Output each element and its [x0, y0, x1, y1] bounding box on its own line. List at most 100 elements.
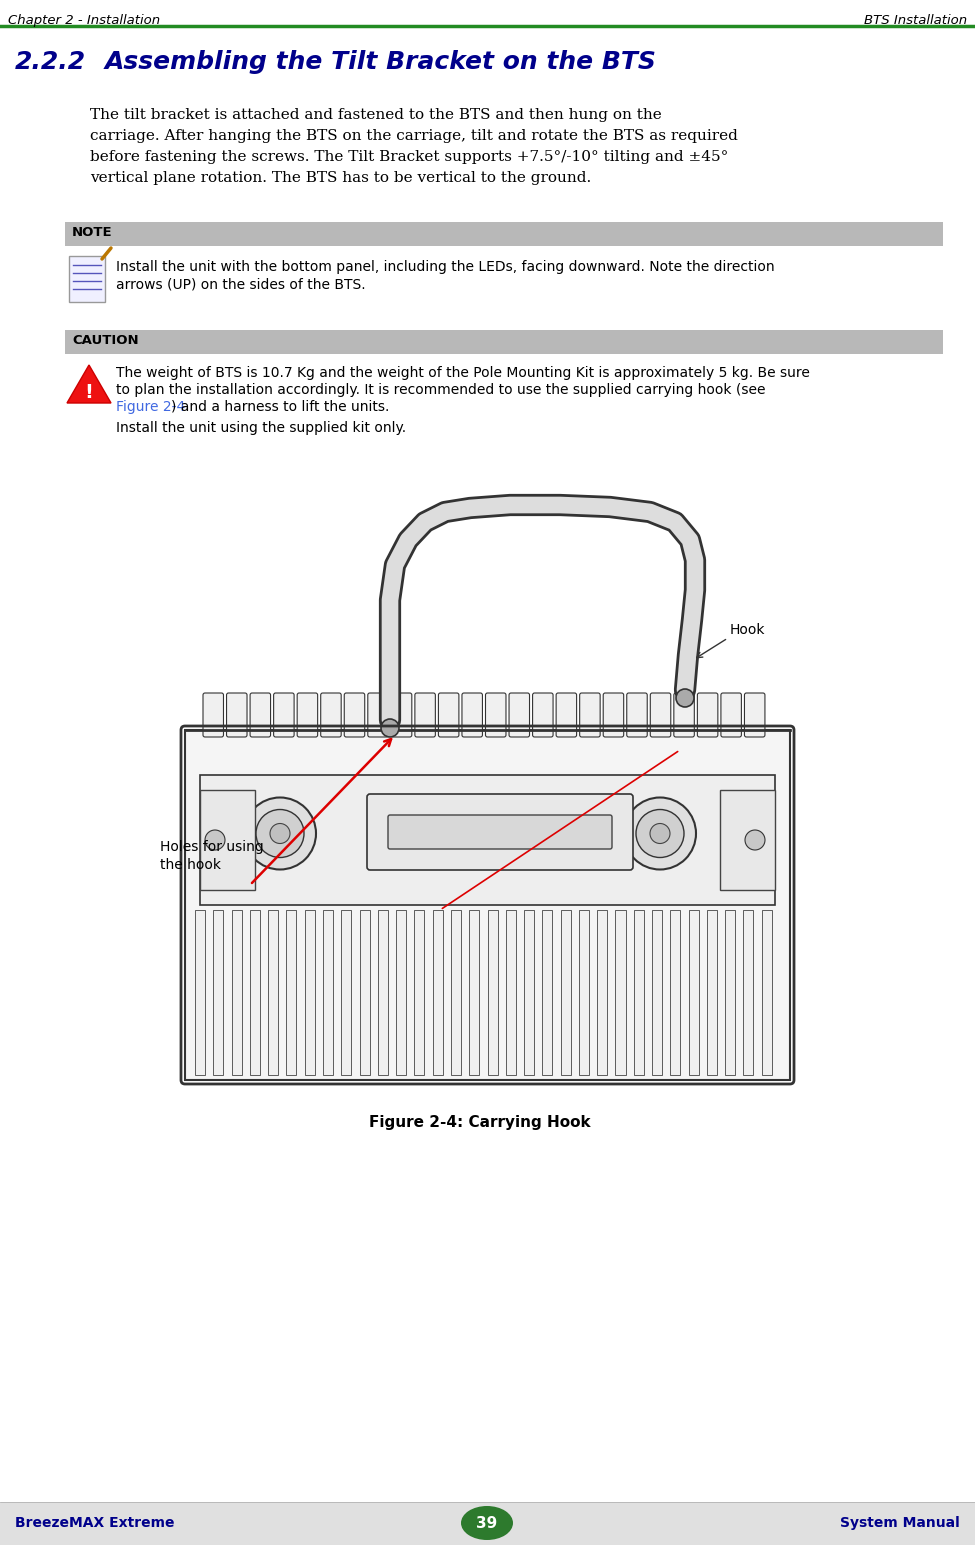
Text: arrows (UP) on the sides of the BTS.: arrows (UP) on the sides of the BTS. [116, 277, 366, 290]
FancyBboxPatch shape [707, 910, 717, 1075]
Text: System Manual: System Manual [840, 1516, 960, 1530]
FancyBboxPatch shape [250, 694, 271, 737]
Circle shape [745, 830, 765, 850]
Circle shape [636, 810, 684, 857]
FancyBboxPatch shape [433, 910, 443, 1075]
FancyBboxPatch shape [561, 910, 570, 1075]
Circle shape [381, 718, 399, 737]
FancyBboxPatch shape [674, 694, 694, 737]
Circle shape [650, 823, 670, 844]
Text: Chapter 2 - Installation: Chapter 2 - Installation [8, 14, 160, 26]
FancyBboxPatch shape [226, 694, 247, 737]
FancyBboxPatch shape [650, 694, 671, 737]
Ellipse shape [461, 1506, 513, 1540]
Text: to plan the installation accordingly. It is recommended to use the supplied carr: to plan the installation accordingly. It… [116, 383, 765, 397]
FancyBboxPatch shape [743, 910, 754, 1075]
Text: vertical plane rotation. The BTS has to be vertical to the ground.: vertical plane rotation. The BTS has to … [90, 171, 591, 185]
FancyBboxPatch shape [486, 694, 506, 737]
Circle shape [244, 797, 316, 870]
FancyBboxPatch shape [65, 331, 943, 354]
Text: carriage. After hanging the BTS on the carriage, tilt and rotate the BTS as requ: carriage. After hanging the BTS on the c… [90, 128, 738, 144]
FancyBboxPatch shape [391, 694, 411, 737]
Text: Assembling the Tilt Bracket on the BTS: Assembling the Tilt Bracket on the BTS [105, 49, 657, 74]
FancyBboxPatch shape [396, 910, 407, 1075]
Text: Holes for using: Holes for using [160, 840, 264, 854]
FancyBboxPatch shape [360, 910, 370, 1075]
FancyBboxPatch shape [450, 910, 461, 1075]
Text: The tilt bracket is attached and fastened to the BTS and then hung on the: The tilt bracket is attached and fastene… [90, 108, 662, 122]
Text: Install the unit using the supplied kit only.: Install the unit using the supplied kit … [116, 420, 407, 436]
FancyBboxPatch shape [469, 910, 480, 1075]
FancyBboxPatch shape [378, 910, 388, 1075]
FancyBboxPatch shape [344, 694, 365, 737]
FancyBboxPatch shape [268, 910, 278, 1075]
FancyBboxPatch shape [488, 910, 497, 1075]
Circle shape [624, 797, 696, 870]
Text: Figure 2-4: Carrying Hook: Figure 2-4: Carrying Hook [370, 1115, 591, 1129]
FancyBboxPatch shape [720, 789, 775, 890]
FancyBboxPatch shape [604, 694, 624, 737]
Text: BreezeMAX Extreme: BreezeMAX Extreme [15, 1516, 175, 1530]
FancyBboxPatch shape [287, 910, 296, 1075]
Text: the hook: the hook [160, 857, 221, 871]
FancyBboxPatch shape [195, 910, 205, 1075]
Circle shape [256, 810, 304, 857]
FancyBboxPatch shape [671, 910, 681, 1075]
FancyBboxPatch shape [203, 694, 223, 737]
FancyBboxPatch shape [274, 694, 294, 737]
FancyBboxPatch shape [627, 694, 647, 737]
FancyBboxPatch shape [525, 910, 534, 1075]
FancyBboxPatch shape [321, 694, 341, 737]
Text: Hook: Hook [730, 623, 765, 637]
FancyBboxPatch shape [462, 694, 483, 737]
Circle shape [205, 830, 225, 850]
Text: !: ! [85, 383, 94, 402]
FancyBboxPatch shape [388, 816, 612, 850]
FancyBboxPatch shape [652, 910, 662, 1075]
FancyBboxPatch shape [580, 694, 601, 737]
FancyBboxPatch shape [615, 910, 626, 1075]
FancyBboxPatch shape [761, 910, 772, 1075]
FancyBboxPatch shape [532, 694, 553, 737]
Text: before fastening the screws. The Tilt Bracket supports +7.5°/-10° tilting and ±4: before fastening the screws. The Tilt Br… [90, 150, 728, 164]
FancyBboxPatch shape [721, 694, 741, 737]
Text: 39: 39 [477, 1516, 497, 1531]
FancyBboxPatch shape [697, 694, 718, 737]
Text: Install the unit with the bottom panel, including the LEDs, facing downward. Not: Install the unit with the bottom panel, … [116, 260, 774, 273]
FancyBboxPatch shape [415, 694, 436, 737]
Text: NOTE: NOTE [72, 226, 113, 239]
FancyBboxPatch shape [506, 910, 516, 1075]
FancyBboxPatch shape [414, 910, 424, 1075]
FancyBboxPatch shape [214, 910, 223, 1075]
FancyBboxPatch shape [368, 694, 388, 737]
Text: Figure 2-4: Figure 2-4 [116, 400, 185, 414]
FancyBboxPatch shape [597, 910, 607, 1075]
FancyBboxPatch shape [439, 694, 459, 737]
FancyBboxPatch shape [200, 789, 255, 890]
FancyBboxPatch shape [341, 910, 351, 1075]
Text: CAUTION: CAUTION [72, 334, 138, 348]
FancyBboxPatch shape [725, 910, 735, 1075]
Text: 2.2.2: 2.2.2 [15, 49, 86, 74]
FancyBboxPatch shape [509, 694, 529, 737]
FancyBboxPatch shape [297, 694, 318, 737]
Circle shape [676, 689, 694, 708]
FancyBboxPatch shape [304, 910, 315, 1075]
FancyBboxPatch shape [542, 910, 553, 1075]
FancyBboxPatch shape [556, 694, 576, 737]
Polygon shape [67, 365, 111, 403]
Text: ) and a harness to lift the units.: ) and a harness to lift the units. [171, 400, 389, 414]
FancyBboxPatch shape [200, 776, 775, 905]
FancyBboxPatch shape [65, 222, 943, 246]
FancyBboxPatch shape [745, 694, 765, 737]
FancyBboxPatch shape [232, 910, 242, 1075]
FancyBboxPatch shape [634, 910, 644, 1075]
FancyBboxPatch shape [69, 256, 105, 301]
FancyBboxPatch shape [0, 1502, 975, 1545]
Text: BTS Installation: BTS Installation [864, 14, 967, 26]
Text: The weight of BTS is 10.7 Kg and the weight of the Pole Mounting Kit is approxim: The weight of BTS is 10.7 Kg and the wei… [116, 366, 810, 380]
FancyBboxPatch shape [579, 910, 589, 1075]
FancyBboxPatch shape [250, 910, 260, 1075]
FancyBboxPatch shape [688, 910, 699, 1075]
FancyBboxPatch shape [185, 729, 790, 1080]
